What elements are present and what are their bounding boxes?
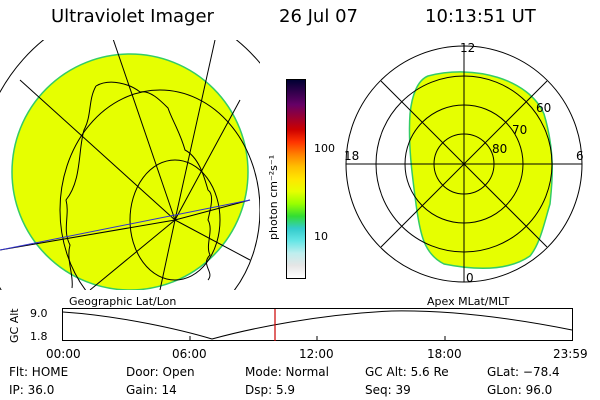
altitude-axis-label: GC Alt <box>8 308 21 343</box>
colorbar-tick-100: 100 <box>314 142 335 155</box>
meridian <box>19 79 176 221</box>
mlt-label-0: 0 <box>466 271 474 285</box>
meridian <box>159 219 176 290</box>
meridian <box>89 219 176 290</box>
mlat-label-70: 70 <box>512 123 527 137</box>
geographic-map <box>0 40 260 290</box>
meridian <box>174 99 241 221</box>
mlat-label-60: 60 <box>536 101 551 115</box>
status-gain: Gain: 14 <box>126 383 177 397</box>
status-flt: Flt: HOME <box>9 365 69 379</box>
coastline-outline <box>65 81 213 289</box>
colorbar-unit-label: photon cm⁻²s⁻¹ <box>267 154 280 240</box>
latitude-circle-inner <box>129 159 221 281</box>
status-dsp: Dsp: 5.9 <box>245 383 296 397</box>
meridian <box>112 40 176 221</box>
mlt-label-12: 12 <box>460 42 475 55</box>
status-glat: GLat: −78.4 <box>487 365 560 379</box>
altitude-tick-min: 1.8 <box>30 330 48 343</box>
time-tick-1200: 12:00 <box>299 347 334 361</box>
uv-emission-region-geo <box>11 53 249 290</box>
colorbar-tick-10: 10 <box>314 230 328 243</box>
status-glon: GLon: 96.0 <box>487 383 553 397</box>
date-label: 26 Jul 07 <box>279 6 358 27</box>
polar-mlat-mlt-plot: 12 18 6 0 60 70 80 <box>344 42 584 285</box>
mlat-label-80: 80 <box>492 142 507 156</box>
time-tick-1800: 18:00 <box>427 347 462 361</box>
altitude-timeline <box>62 308 573 341</box>
time-label: 10:13:51 UT <box>425 6 536 27</box>
color-scale-bar <box>286 79 306 279</box>
latitude-circle-mid <box>59 89 260 290</box>
status-mode: Mode: Normal <box>245 365 329 379</box>
time-tick-0600: 06:00 <box>172 347 207 361</box>
terminator-line <box>0 199 251 251</box>
status-seq: Seq: 39 <box>365 383 411 397</box>
time-tick-0000: 00:00 <box>46 347 81 361</box>
time-tick-2359: 23:59 <box>553 347 588 361</box>
mlt-line-diag <box>380 80 548 248</box>
status-door: Door: Open <box>126 365 195 379</box>
app-title: Ultraviolet Imager <box>51 6 214 27</box>
meridian <box>0 219 176 251</box>
status-ip: IP: 36.0 <box>9 383 55 397</box>
altitude-tick-max: 9.0 <box>30 307 48 320</box>
mlt-label-18: 18 <box>344 149 359 163</box>
right-panel-caption: Apex MLat/MLT <box>427 295 510 308</box>
meridian <box>174 199 251 221</box>
left-panel-caption: Geographic Lat/Lon <box>69 295 177 308</box>
mlt-label-6: 6 <box>576 149 584 163</box>
altitude-frame <box>62 308 573 341</box>
altitude-curve <box>62 310 573 340</box>
uv-emission-region-polar <box>408 71 553 269</box>
meridian <box>174 219 251 261</box>
meridian <box>174 40 216 221</box>
status-gc-alt: GC Alt: 5.6 Re <box>365 365 449 379</box>
